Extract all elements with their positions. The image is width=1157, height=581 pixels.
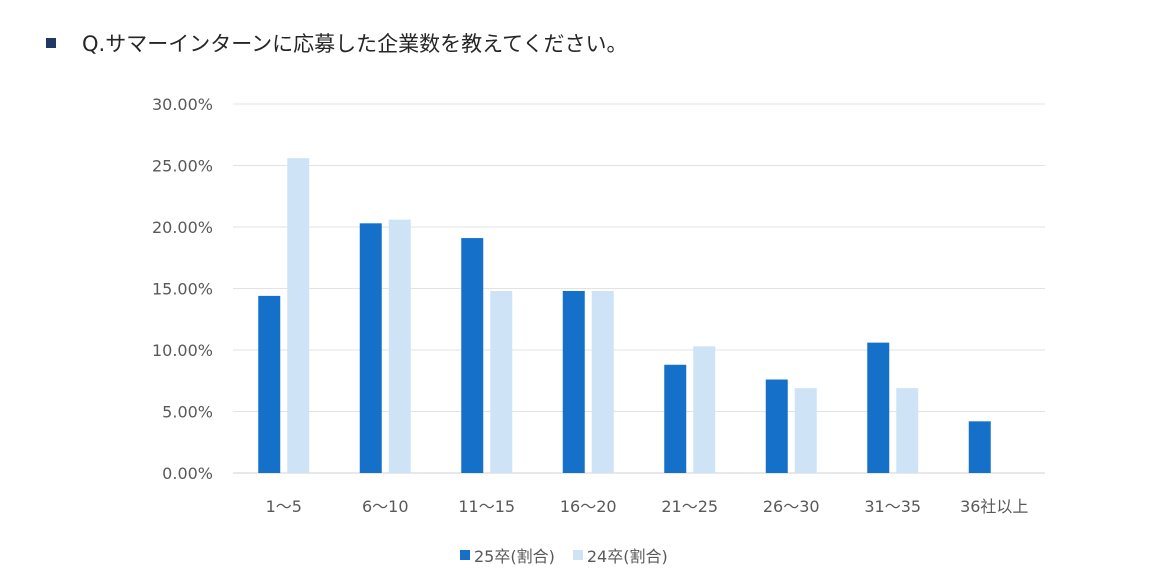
bar-25-1 — [359, 223, 382, 473]
legend: 25卒(割合) 24卒(割合) — [460, 543, 686, 567]
bar-25-5 — [765, 379, 788, 473]
x-axis-labels: 1～5 6～10 11～15 16～20 21～25 26～30 31～35 36社以上 — [266, 497, 1029, 516]
bar-25-2 — [461, 238, 484, 473]
legend-swatch-24 — [572, 550, 583, 560]
bar-24-5 — [794, 388, 817, 473]
bar-24-1 — [388, 219, 411, 473]
bar-24-4 — [693, 346, 716, 473]
x-tick-label: 36社以上 — [960, 497, 1028, 516]
y-tick-label: 25.00% — [152, 157, 213, 176]
bar-25-4 — [664, 364, 687, 473]
y-tick-label: 15.00% — [152, 280, 213, 299]
legend-item-24: 24卒(割合) — [572, 543, 668, 567]
y-tick-label: 10.00% — [152, 341, 213, 360]
bar-24-0 — [287, 158, 310, 473]
bar-24-2 — [490, 290, 513, 473]
chart-title: Q.サマーインターンに応募した企業数を教えてください。 — [46, 28, 627, 58]
x-tick-label: 21～25 — [661, 497, 718, 516]
legend-item-25: 25卒(割合) — [460, 543, 555, 567]
y-tick-label: 30.00% — [152, 95, 213, 114]
x-tick-label: 31～35 — [864, 497, 921, 516]
x-tick-label: 11～15 — [458, 497, 515, 516]
title-bullet-icon — [46, 38, 56, 48]
bar-25-7 — [968, 421, 991, 473]
y-tick-label: 0.00% — [162, 464, 213, 483]
bar-24-6 — [896, 388, 919, 473]
bar-24-3 — [591, 290, 614, 473]
grid-lines — [233, 103, 1045, 474]
bar-25-0 — [258, 295, 281, 473]
y-tick-label: 20.00% — [152, 218, 213, 237]
y-axis-labels: 0.00% 5.00% 10.00% 15.00% 20.00% 25.00% 30.00% — [152, 95, 213, 483]
bar-25-6 — [867, 342, 890, 473]
x-tick-label: 16～20 — [560, 497, 617, 516]
bars — [258, 158, 991, 473]
bar-25-3 — [562, 290, 585, 473]
legend-swatch-25 — [460, 550, 470, 560]
legend-label-24: 24卒(割合) — [586, 547, 668, 566]
x-tick-label: 6～10 — [362, 497, 409, 516]
x-tick-label: 1～5 — [266, 497, 302, 516]
legend-label-25: 25卒(割合) — [474, 547, 555, 566]
y-tick-label: 5.00% — [162, 403, 213, 422]
chart-title-text: Q.サマーインターンに応募した企業数を教えてください。 — [82, 32, 628, 56]
x-tick-label: 26～30 — [763, 497, 820, 516]
